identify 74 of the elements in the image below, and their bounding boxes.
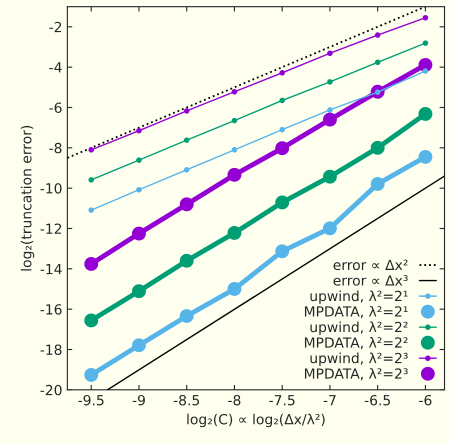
legend-label: upwind, λ²=2³	[310, 352, 408, 366]
x-tick-label: -9	[132, 394, 145, 406]
x-tick-label: -8	[228, 394, 240, 406]
point	[84, 368, 98, 382]
x-axis-title: log₂(C) ∝ log₂(Δx/λ²)	[187, 414, 325, 428]
point	[327, 107, 333, 113]
legend-label: upwind, λ²=2¹	[310, 290, 408, 304]
point	[184, 137, 190, 143]
point	[275, 141, 290, 156]
point	[275, 196, 290, 210]
point	[132, 284, 146, 298]
point	[322, 170, 337, 184]
point	[418, 106, 432, 121]
point	[374, 60, 380, 66]
x-tick-label: -6	[419, 394, 432, 406]
point	[180, 254, 194, 268]
point	[279, 126, 285, 132]
legend-label: MPDATA, λ²=2²	[304, 337, 408, 350]
point	[180, 309, 194, 323]
point	[132, 226, 146, 240]
point	[374, 32, 380, 38]
point	[418, 58, 432, 72]
y-tick-label: -14	[40, 264, 62, 274]
point	[132, 338, 146, 352]
point	[88, 207, 94, 213]
point	[370, 140, 385, 155]
point	[228, 282, 242, 296]
y-tick-label: -4	[49, 62, 62, 72]
point	[228, 226, 242, 240]
point	[422, 68, 428, 74]
point	[228, 168, 242, 182]
point	[422, 14, 428, 21]
point	[84, 257, 98, 271]
point	[88, 147, 94, 153]
legend-label: MPDATA, λ²=2³	[304, 368, 408, 380]
point	[322, 221, 337, 236]
point	[327, 50, 333, 56]
y-tick-label: -2	[49, 22, 62, 32]
y-tick-label: -6	[49, 102, 62, 113]
point	[418, 150, 432, 164]
y-tick-label: -8	[49, 142, 62, 154]
y-axis-title: log₂(truncation error)	[20, 126, 34, 270]
y-tick-label: -16	[40, 304, 62, 315]
legend-label: upwind, λ²=2²	[310, 321, 408, 335]
y-tick-label: -20	[40, 384, 62, 396]
y-tick-label: -18	[40, 344, 62, 355]
point	[84, 314, 98, 328]
point	[327, 79, 333, 85]
point	[136, 128, 142, 134]
x-tick-label: -6.5	[364, 394, 390, 406]
y-tick-label: -10	[40, 183, 62, 194]
legend-label: error ∝ Δx²	[334, 260, 408, 270]
point	[136, 186, 142, 193]
point	[422, 40, 428, 46]
point	[136, 157, 142, 163]
y-tick-label: -12	[40, 223, 62, 234]
point	[370, 176, 385, 191]
legend-label: error ∝ Δx³	[334, 275, 408, 286]
x-tick-label: -7	[324, 395, 336, 406]
point	[279, 70, 285, 76]
point	[184, 167, 190, 173]
legend-label: MPDATA, λ²=2¹	[304, 306, 408, 318]
point	[180, 197, 194, 212]
point	[322, 112, 337, 127]
point	[275, 244, 290, 258]
x-tick-label: -8.5	[174, 394, 200, 406]
point	[279, 98, 285, 104]
x-tick-label: -7.5	[269, 395, 295, 406]
point	[232, 147, 238, 153]
point	[184, 108, 190, 114]
x-tick-label: -9.5	[78, 394, 104, 406]
point	[88, 177, 94, 183]
point	[232, 118, 238, 124]
point	[232, 88, 238, 95]
